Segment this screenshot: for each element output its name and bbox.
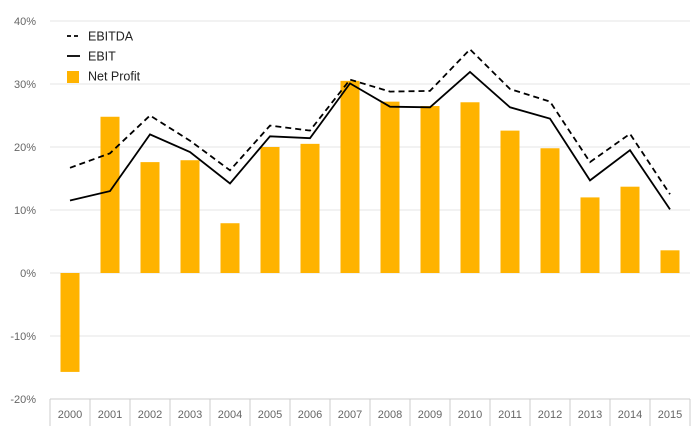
legend-label: Net Profit (88, 70, 141, 84)
x-tick-label: 2002 (138, 409, 162, 421)
bar-net-profit-2004 (220, 223, 240, 273)
x-tick-label: 2006 (298, 409, 322, 421)
bar-net-profit-2008 (380, 101, 400, 273)
y-tick-label: 20% (14, 142, 36, 154)
legend-item-net-profit: Net Profit (67, 70, 141, 84)
x-tick-label: 2001 (98, 409, 122, 421)
legend-label: EBITDA (88, 30, 134, 44)
bar-net-profit-2006 (300, 143, 320, 273)
x-tick-label: 2010 (458, 409, 482, 421)
y-axis-ticks: -20% -10% 0% 10% 20% 30% 40% (10, 16, 36, 406)
x-tick-label: 2012 (538, 409, 562, 421)
bar-net-profit-2001 (100, 116, 120, 273)
y-tick-label: 10% (14, 205, 36, 217)
y-tick-label: 30% (14, 79, 36, 91)
legend: EBITDA EBIT Net Profit (67, 30, 141, 84)
bar-net-profit-2014 (620, 186, 640, 273)
bar-net-profit-2012 (540, 148, 560, 273)
y-tick-label: -10% (10, 331, 36, 343)
series-lines (69, 48, 671, 210)
x-tick-label: 2000 (58, 409, 82, 421)
x-tick-label: 2007 (338, 409, 362, 421)
x-axis: 2000 2001 2002 2003 2004 2005 2006 2007 2008 2009… (49, 398, 691, 426)
bar-net-profit-2003 (180, 160, 200, 273)
x-tick-label: 2003 (178, 409, 202, 421)
bar-net-profit-2011 (500, 130, 520, 273)
bar-net-profit-2005 (260, 147, 280, 273)
bar-net-profit-2009 (420, 106, 440, 273)
net-profit-bars (60, 80, 680, 372)
x-tick-label: 2014 (618, 409, 642, 421)
legend-item-ebitda: EBITDA (67, 30, 134, 44)
bar-net-profit-2000 (60, 273, 80, 372)
y-tick-label: 0% (20, 268, 36, 280)
line-ebitda (69, 48, 671, 195)
x-tick-label: 2004 (218, 409, 242, 421)
legend-item-ebit: EBIT (67, 50, 116, 64)
legend-swatch (67, 71, 79, 83)
bar-net-profit-2007 (340, 80, 360, 273)
x-tick-label: 2008 (378, 409, 402, 421)
line-ebit (69, 70, 671, 210)
x-tick-label: 2009 (418, 409, 442, 421)
y-tick-label: 40% (14, 16, 36, 28)
x-tick-label: 2015 (658, 409, 682, 421)
y-tick-label: -20% (10, 394, 36, 406)
legend-label: EBIT (88, 50, 116, 64)
x-tick-label: 2011 (498, 409, 522, 421)
x-tick-label: 2013 (578, 409, 602, 421)
bar-net-profit-2002 (140, 162, 160, 273)
bar-net-profit-2013 (580, 197, 600, 273)
x-tick-label: 2005 (258, 409, 282, 421)
bar-net-profit-2010 (460, 102, 480, 274)
bar-net-profit-2015 (660, 250, 680, 273)
